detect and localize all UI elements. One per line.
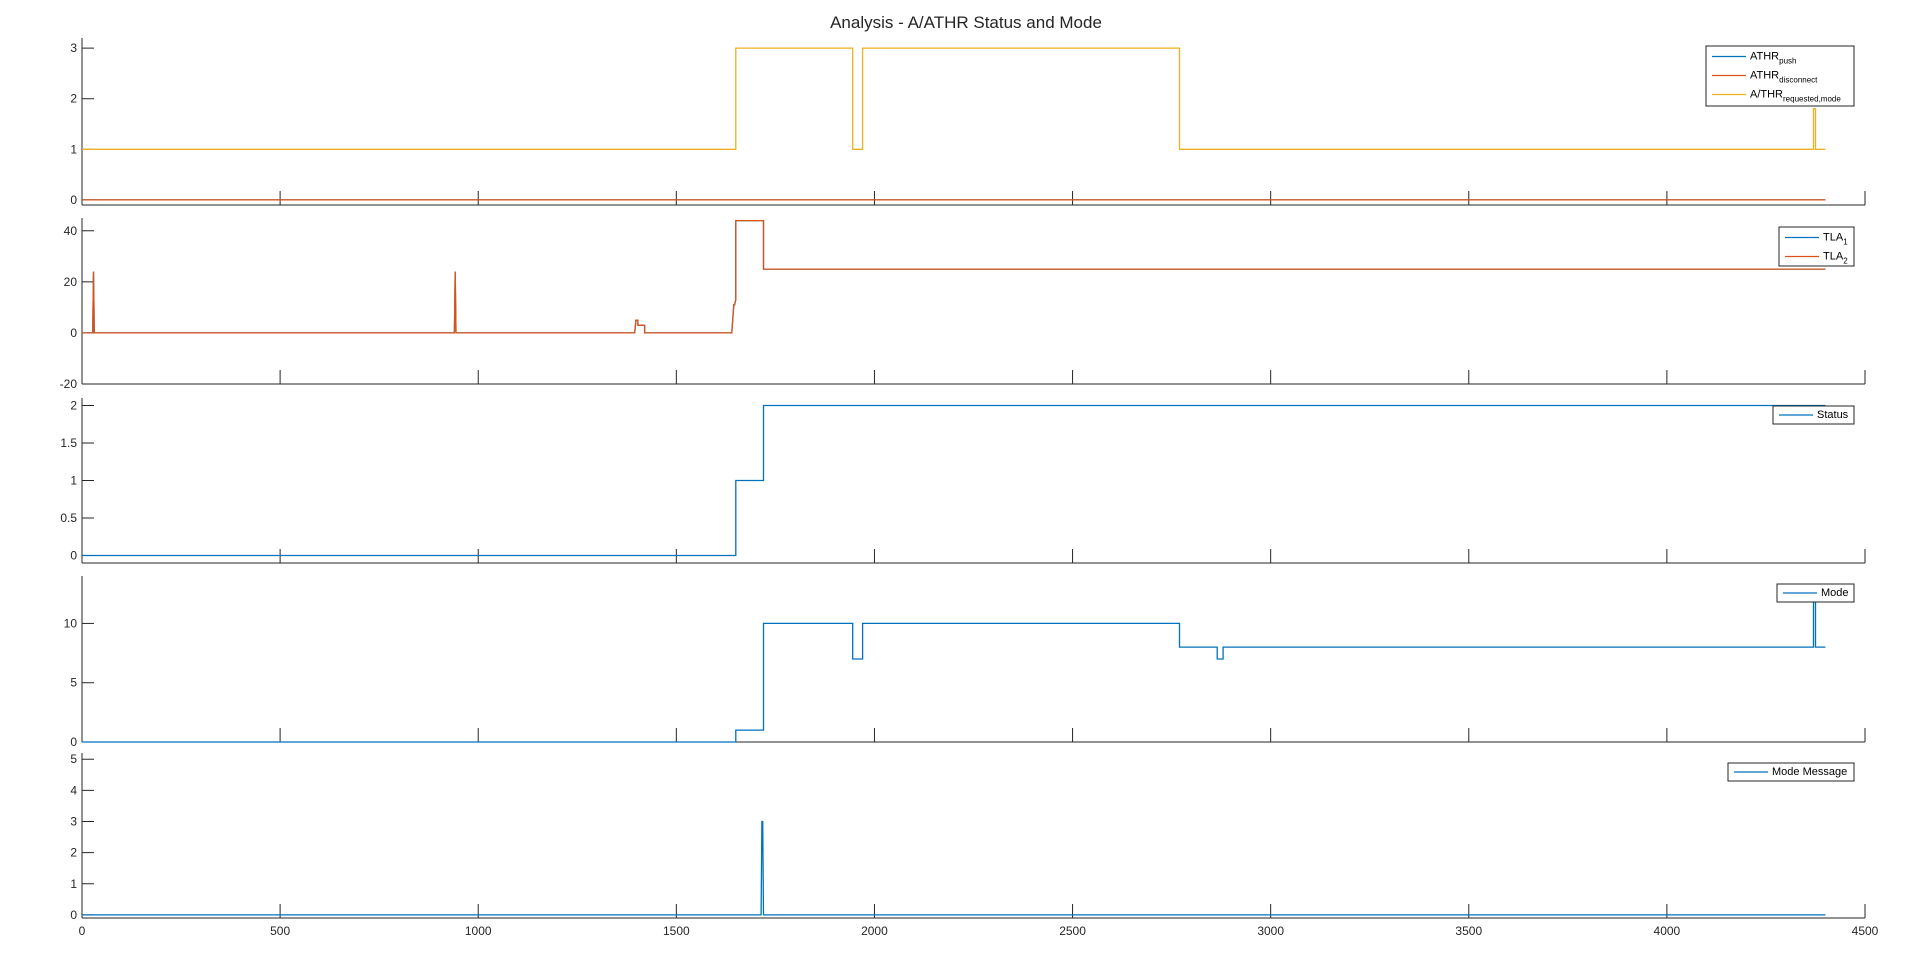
legend-label: ATHRdisconnect bbox=[1750, 70, 1818, 85]
y-tick-label: 5 bbox=[70, 752, 77, 766]
panel-5: 0 1 2 3 4 5 0 500 1000 1500 2000 2500 3000 3500 4000 45… bbox=[70, 752, 1878, 938]
y-tick-label: 1 bbox=[70, 142, 77, 156]
legend-box bbox=[1778, 226, 1855, 267]
legend: Mode bbox=[1776, 583, 1855, 603]
y-tick-label: -20 bbox=[60, 377, 78, 391]
x-tick-label: 0 bbox=[79, 924, 86, 938]
legend-box bbox=[1772, 405, 1855, 425]
legend-box bbox=[1727, 762, 1855, 782]
series-line-status bbox=[82, 404, 1826, 557]
y-tick-label: 40 bbox=[64, 224, 78, 238]
series-line-a-thr-requested-mode bbox=[82, 47, 1826, 150]
y-tick-label: 0 bbox=[70, 326, 77, 340]
series-line-mode-message bbox=[82, 820, 1826, 916]
y-tick-label: 1 bbox=[70, 474, 77, 488]
y-tick-label: 10 bbox=[64, 616, 78, 630]
x-tick-label: 2000 bbox=[861, 924, 888, 938]
legend-label: ATHRpush bbox=[1750, 51, 1797, 66]
legend-label: Mode bbox=[1821, 587, 1849, 599]
y-tick-label: 0 bbox=[70, 549, 77, 563]
x-tick-label: 3000 bbox=[1257, 924, 1284, 938]
x-tick-label: 3500 bbox=[1455, 924, 1482, 938]
y-tick-label: 0.5 bbox=[60, 511, 77, 525]
y-tick-label: 1.5 bbox=[60, 436, 77, 450]
legend: TLA1 TLA2 bbox=[1778, 226, 1855, 267]
legend-label: TLA1 bbox=[1823, 232, 1848, 247]
y-tick-label: 0 bbox=[70, 735, 77, 749]
panel-1: 0 1 2 3 ATHRpush ATHRdisconnect A/THRrequested… bbox=[70, 38, 1866, 207]
legend-label: A/THRrequested,mode bbox=[1750, 89, 1841, 104]
legend-label: Status bbox=[1817, 409, 1849, 421]
x-tick-label: 1500 bbox=[663, 924, 690, 938]
x-tick-label: 2500 bbox=[1059, 924, 1086, 938]
series-line-tla-2 bbox=[82, 219, 1826, 334]
y-tick-label: 5 bbox=[70, 676, 77, 690]
y-tick-label: 1 bbox=[70, 877, 77, 891]
y-tick-label: 2 bbox=[70, 846, 77, 860]
legend: ATHRpush ATHRdisconnect A/THRrequested,mod… bbox=[1705, 45, 1855, 107]
legend: Mode Message bbox=[1727, 762, 1855, 782]
y-tick-label: 3 bbox=[70, 814, 77, 828]
legend-label: TLA2 bbox=[1823, 251, 1848, 266]
chart-title: Analysis - A/ATHR Status and Mode bbox=[830, 13, 1102, 32]
y-tick-label: 0 bbox=[70, 908, 77, 922]
legend: Status bbox=[1772, 405, 1855, 425]
y-tick-label: 0 bbox=[70, 193, 77, 207]
panel-4: 0 5 10 Mode bbox=[64, 576, 1866, 749]
y-tick-label: 2 bbox=[70, 399, 77, 413]
y-tick-label: 4 bbox=[70, 783, 77, 797]
x-tick-label: 4500 bbox=[1852, 924, 1879, 938]
series-line-mode bbox=[82, 599, 1826, 743]
x-tick-label: 500 bbox=[270, 924, 290, 938]
x-tick-label: 4000 bbox=[1654, 924, 1681, 938]
y-tick-label: 20 bbox=[64, 275, 78, 289]
panel-2: -20 0 20 40 TLA1 TLA2 bbox=[60, 218, 1866, 391]
panels: 0 1 2 3 ATHRpush ATHRdisconnect A/THRrequested… bbox=[60, 38, 1879, 938]
panel-3: 0 0.5 1 1.5 2 Status bbox=[60, 398, 1866, 564]
y-tick-label: 2 bbox=[70, 92, 77, 106]
series-line-tla-1 bbox=[82, 219, 1826, 334]
legend-label: Mode Message bbox=[1772, 766, 1847, 778]
y-tick-label: 3 bbox=[70, 41, 77, 55]
x-tick-label: 1000 bbox=[465, 924, 492, 938]
